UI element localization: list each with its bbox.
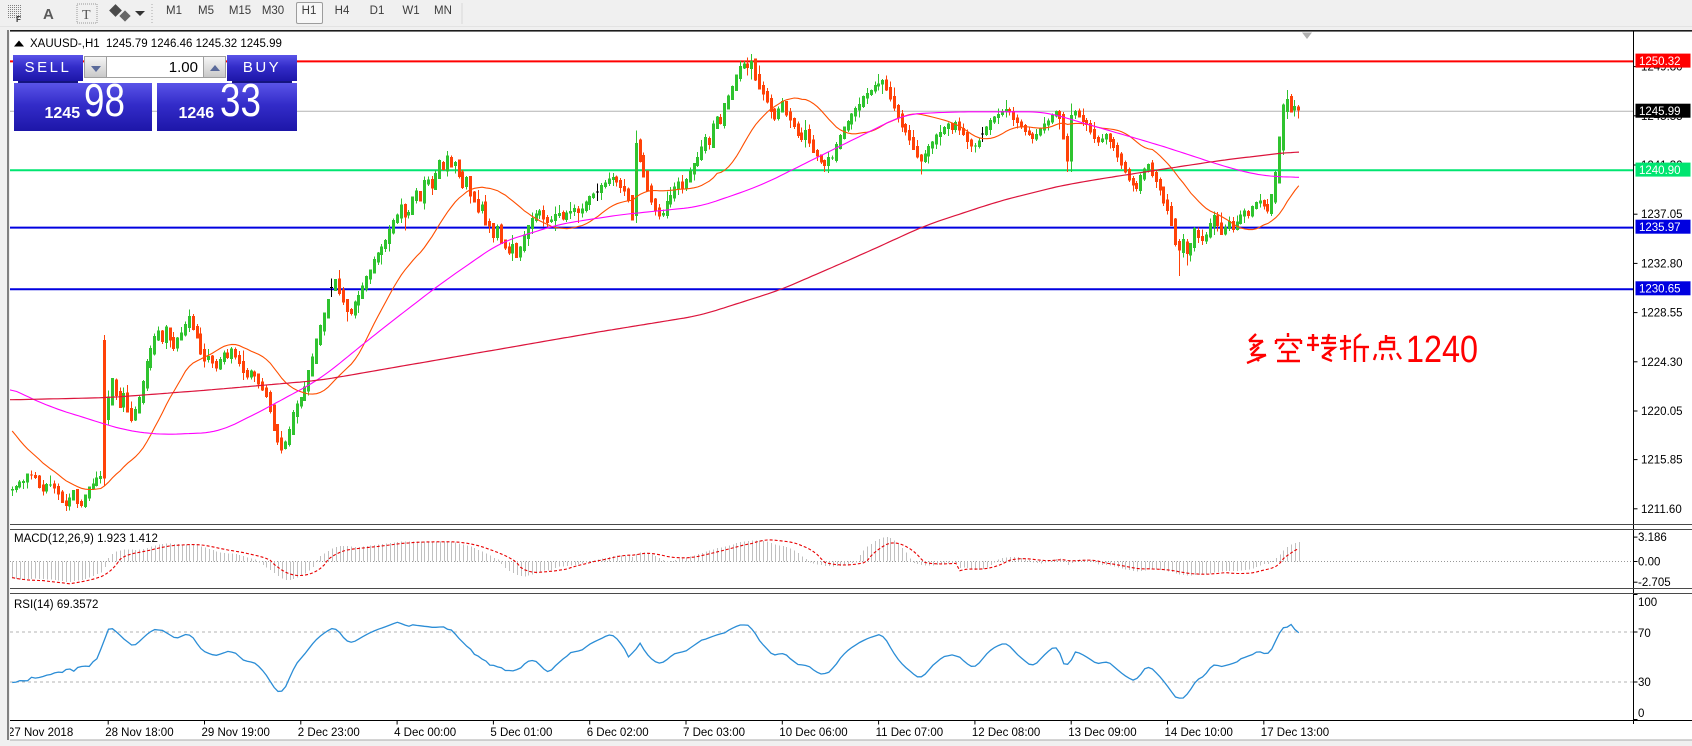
svg-text:1232.80: 1232.80 [1641,258,1683,270]
svg-text:2 Dec 23:00: 2 Dec 23:00 [298,727,360,739]
svg-text:0: 0 [1638,708,1644,720]
svg-text:1220.05: 1220.05 [1641,406,1683,418]
svg-text:1237.05: 1237.05 [1641,209,1683,221]
svg-text:-2.705: -2.705 [1638,577,1671,589]
svg-text:7 Dec 03:00: 7 Dec 03:00 [683,727,745,739]
svg-text:RSI(14) 69.3572: RSI(14) 69.3572 [14,599,98,611]
svg-text:1250.32: 1250.32 [1639,56,1681,68]
svg-text:14 Dec 10:00: 14 Dec 10:00 [1165,727,1233,739]
svg-text:5 Dec 01:00: 5 Dec 01:00 [490,727,552,739]
svg-text:6 Dec 02:00: 6 Dec 02:00 [587,727,649,739]
svg-text:1228.55: 1228.55 [1641,308,1683,320]
svg-text:13 Dec 09:00: 13 Dec 09:00 [1068,727,1136,739]
svg-text:1240.90: 1240.90 [1639,165,1681,177]
svg-text:28 Nov 18:00: 28 Nov 18:00 [105,727,173,739]
svg-text:12 Dec 08:00: 12 Dec 08:00 [972,727,1040,739]
svg-text:1245.99: 1245.99 [1639,106,1681,118]
svg-text:XAUUSD-,H1 1245.79 1246.46 12: XAUUSD-,H1 1245.79 1246.46 1245.32 1245.… [30,38,282,50]
svg-text:F: F [16,15,21,24]
svg-text:1211.60: 1211.60 [1641,504,1682,516]
svg-text:1240: 1240 [1406,329,1478,371]
svg-text:100: 100 [1638,597,1657,609]
svg-text:30: 30 [1638,677,1651,689]
svg-text:1230.65: 1230.65 [1639,284,1681,296]
svg-text:4 Dec 00:00: 4 Dec 00:00 [394,727,456,739]
svg-text:T: T [82,8,91,23]
svg-text:29 Nov 19:00: 29 Nov 19:00 [202,727,270,739]
svg-text:10 Dec 06:00: 10 Dec 06:00 [779,727,847,739]
svg-text:17 Dec 13:00: 17 Dec 13:00 [1261,727,1329,739]
svg-text:MACD(12,26,9) 1.923 1.412: MACD(12,26,9) 1.923 1.412 [14,533,158,545]
svg-text:0.00: 0.00 [1638,557,1660,569]
svg-text:A: A [43,6,54,23]
svg-text:1224.30: 1224.30 [1641,357,1683,369]
svg-text:3.186: 3.186 [1638,532,1667,544]
svg-text:11 Dec 07:00: 11 Dec 07:00 [876,727,944,739]
svg-text:70: 70 [1638,628,1651,640]
svg-text:1215.85: 1215.85 [1641,455,1683,467]
svg-text:1235.97: 1235.97 [1639,222,1681,234]
svg-text:27 Nov 2018: 27 Nov 2018 [10,727,73,739]
